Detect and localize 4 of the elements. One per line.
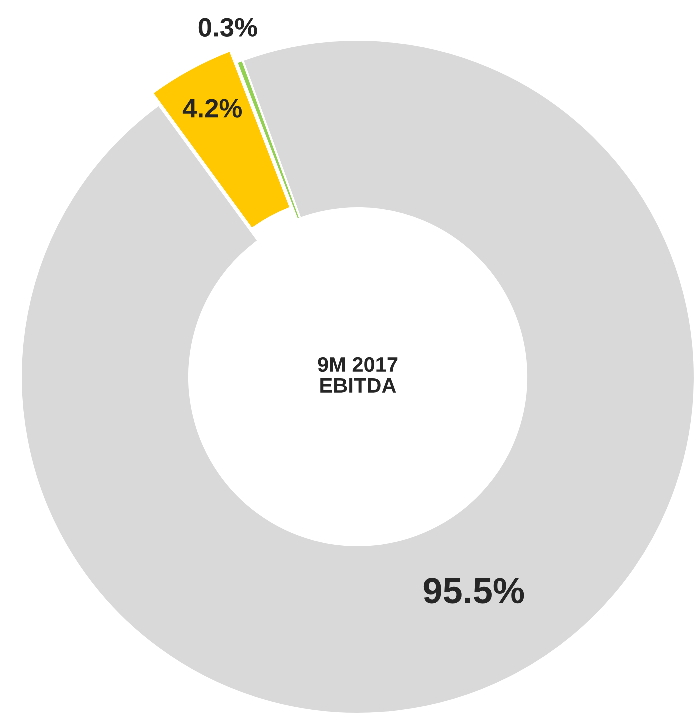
- data-label: 0.3%: [198, 18, 258, 37]
- text: 9M 2017 EBITDA: [318, 357, 398, 393]
- data-label: 95.5%: [424, 578, 524, 604]
- data-label: 4.2%: [182, 99, 242, 118]
